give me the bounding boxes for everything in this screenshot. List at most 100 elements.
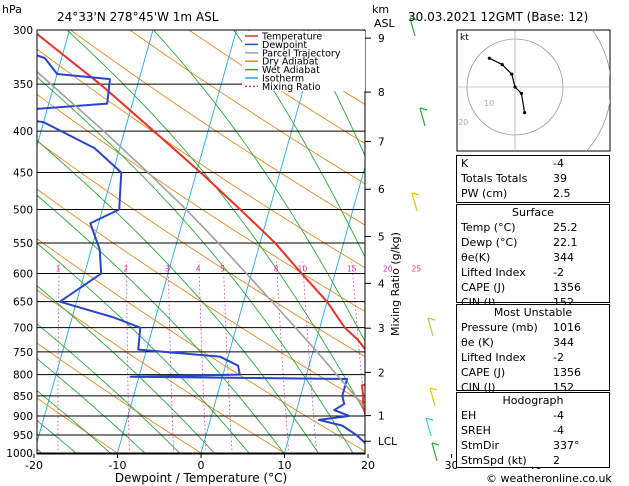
wet-adiabat-line [37, 390, 113, 454]
mixing-ratio-line [302, 261, 318, 454]
index-value: 344 [553, 251, 574, 264]
wet-adiabat-line [303, 30, 365, 157]
surface-row-li: Lifted Index -2 [457, 265, 609, 280]
index-value: 39 [553, 172, 567, 185]
mixing-ratio-label: 3 [165, 265, 170, 274]
wind-barb [431, 442, 440, 446]
hodograph-ring-label: 30 [432, 137, 442, 146]
hodograph: 40 30 20 10 [406, 30, 610, 165]
dry-adiabat-line [69, 30, 365, 226]
hodograph-title: Hodograph [502, 394, 564, 407]
mu-row-cin: CIN (J) 152 [457, 380, 609, 395]
hodograph-trace [489, 57, 526, 113]
index-label: StmSpd (kt) [461, 454, 527, 467]
mixing-ratio-line [126, 261, 130, 454]
legend-label: Dewpoint [262, 40, 307, 51]
copyright-text: © weatheronline.co.uk [486, 472, 612, 485]
index-value: 22.1 [553, 236, 578, 249]
wet-adiabat-line [37, 420, 78, 454]
mu-row-pressure: Pressure (mb) 1016 [457, 320, 609, 335]
index-label: EH [461, 409, 477, 422]
mixing-ratio-line [416, 262, 440, 471]
hodo-row-eh: EH -4 [457, 408, 609, 423]
km-tick-label: 9 [378, 33, 385, 45]
mu-row-cape: CAPE (J) 1356 [457, 365, 609, 380]
wind-barb [429, 387, 438, 391]
pressure-tick-label: 300 [13, 25, 33, 37]
hodograph-point [523, 111, 527, 115]
km-tick-label: 8 [378, 87, 385, 99]
pressure-tick-label: 450 [13, 167, 33, 179]
isotherm-line [283, 165, 365, 454]
legend-label: Temperature [261, 32, 322, 43]
isotherm-line [200, 30, 321, 454]
index-value: 1016 [553, 321, 581, 334]
mixing-ratio-axis-label: Mixing Ratio (g/kg) [389, 232, 402, 336]
dry-adiabat-line [37, 238, 365, 452]
wet-adiabat-line [37, 358, 147, 454]
mixing-ratio-label: 10 [298, 265, 308, 274]
mixing-ratio-line [198, 261, 207, 454]
wind-barb [409, 17, 418, 21]
x-tick-label: 10 [278, 459, 292, 472]
pressure-unit-label: hPa [2, 3, 22, 16]
legend-label: Wet Adiabat [262, 65, 320, 76]
most-unstable-panel: Most Unstable Pressure (mb) 1016 θe (K) 34… [456, 304, 610, 394]
hodograph-indices-panel: Hodograph EH -4 SREH -4 StmDir 337° StmSpd … [456, 392, 610, 468]
mixing-ratio-label: 15 [347, 265, 357, 274]
hodo-row-stmspd: StmSpd (kt) 2 [457, 453, 609, 468]
profile-lines [37, 32, 365, 445]
index-value: 25.2 [553, 221, 578, 234]
x-tick-label: -20 [25, 459, 43, 472]
km-tick-label: 7 [378, 136, 385, 148]
mixing-ratio-line [57, 261, 60, 454]
hodograph-unit-label: kt [460, 33, 469, 43]
pressure-tick-label: 600 [13, 269, 33, 281]
index-label: PW (cm) [461, 187, 508, 200]
mixing-ratio-label: 25 [412, 265, 422, 274]
mixing-ratio-label: 20 [383, 265, 393, 274]
wet-adiabat-line [37, 139, 320, 454]
hodograph-ring-label: 40 [406, 156, 416, 165]
mixing-ratio-label: 8 [274, 265, 279, 274]
series-line-dewpoint [37, 54, 365, 445]
index-value: 1356 [553, 281, 581, 294]
wind-barb [419, 107, 428, 111]
wet-adiabat-line [37, 242, 251, 454]
index-row-totals: Totals Totals 39 [457, 171, 609, 186]
index-label: Temp (°C) [461, 221, 516, 234]
index-value: 337° [553, 439, 580, 452]
index-label: θe(K) [461, 251, 491, 264]
plot-frame [36, 29, 366, 455]
mixing-ratio-label: 1 [56, 265, 61, 274]
wind-barb [429, 387, 436, 407]
wet-adiabat-line [152, 30, 365, 343]
isotherm-line [116, 30, 237, 454]
km-tick-label: LCL [378, 436, 397, 448]
dry-adiabat-line [37, 188, 365, 404]
pressure-tick-label: 550 [13, 238, 33, 250]
asl-unit-label: ASL [374, 17, 396, 30]
mu-row-li: Lifted Index -2 [457, 350, 609, 365]
wind-barb [409, 17, 416, 37]
mixing-ratio-label: 5 [220, 265, 225, 274]
index-value: -4 [553, 157, 564, 170]
index-label: StmDir [461, 439, 500, 452]
hodograph-ring-label: 10 [484, 99, 494, 108]
index-value: -4 [553, 424, 564, 437]
x-tick-label: -10 [109, 459, 127, 472]
datetime-title: 30.03.2021 12GMT (Base: 12) [408, 10, 588, 24]
wet-adiabat-line [37, 323, 182, 454]
pressure-tick-label: 700 [13, 323, 33, 335]
pressure-tick-label: 500 [13, 204, 33, 216]
surface-panel: Surface Temp (°C) 25.2 Dewp (°C) 22.1 θe(K… [456, 204, 610, 309]
x-tick-label: 30 [445, 459, 459, 472]
hodograph-point [519, 91, 524, 95]
mixing-ratio-labels: 1 2 3 4 5 8 10 15 20 25 [56, 265, 422, 274]
wind-barb [431, 442, 438, 462]
mixing-ratio-line [351, 261, 365, 417]
index-value: 2.5 [553, 187, 571, 200]
mixing-ratio-label: 2 [123, 265, 128, 274]
index-label: Dewp (°C) [461, 236, 518, 249]
location-title: 24°33'N 278°45'W 1m ASL [57, 10, 219, 24]
